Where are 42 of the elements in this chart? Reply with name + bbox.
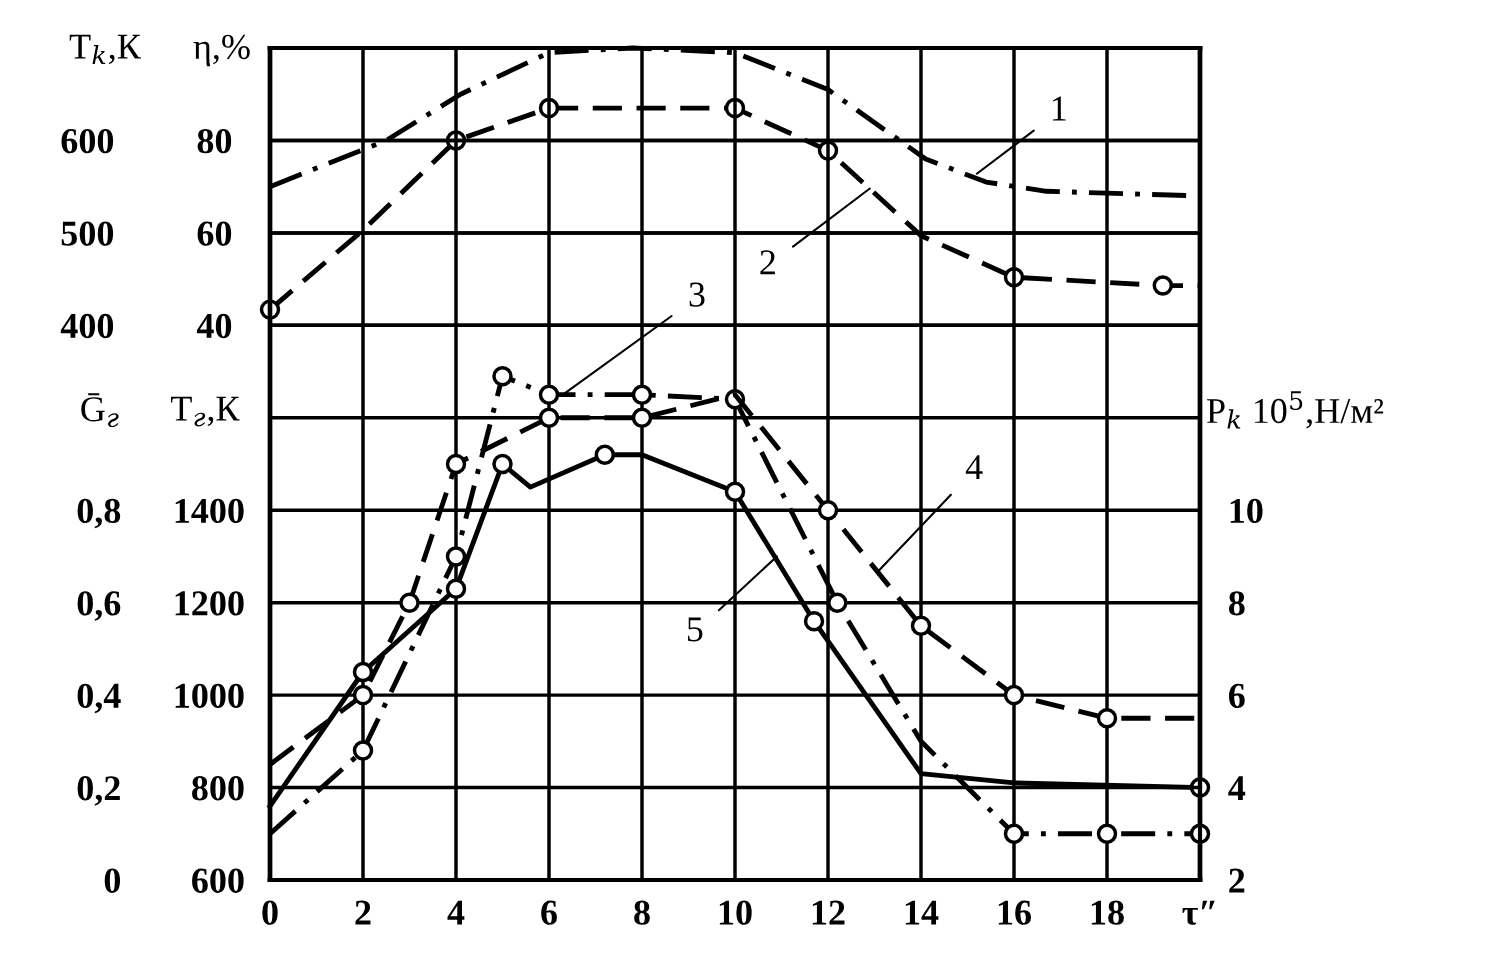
y3-tick-label: 6 [1229,683,1245,708]
x-tick-label: 4 [447,900,465,925]
y3-axis-title: P$_{k}$ 10$^{5}$,Н/м² [1207,391,1384,429]
y2-tick-label: 40 [196,313,232,339]
annotation: 1 [1052,96,1066,121]
y-tick-label: 600 [61,128,114,154]
y2-tick-label: 1000 [175,683,244,708]
y2-tick-label: 80 [197,128,232,154]
annotation: 3 [689,282,705,307]
x-tick-label: 16 [998,900,1031,925]
x-tick-label: 0 [262,900,278,925]
annotation: 5 [687,617,703,642]
x-tick-label: 10 [719,900,752,925]
y-tick-label: 0,4 [77,683,121,714]
y2-tick-label: 60 [197,221,232,246]
y-axis-title: T$_{k}$,К [69,34,141,65]
x-tick-label: 2 [355,900,371,925]
y2-tick-label: 600 [192,868,244,893]
y-tick-label: 0,2 [77,776,120,806]
y2-axis-title: η,% [193,34,250,67]
x-tick-label: 12 [812,900,845,925]
x-tick-label: 14 [905,900,939,925]
annotation: 4 [965,455,983,479]
y2-tick-label: 800 [192,776,244,801]
y-tick-label: 400 [60,313,114,339]
y2-axis-title: T$_{г}$,К [170,396,240,427]
y3-tick-label: 10 [1230,498,1263,524]
y-tick-label: 0 [104,868,121,893]
y-axis-title: Ḡ$_{г}$ [81,393,119,428]
y-tick-label: 0,8 [77,498,121,529]
y2-tick-label: 1200 [175,591,244,616]
x-tick-label: 6 [541,900,557,925]
y3-tick-label: 8 [1228,591,1245,616]
x-tick-label: τ″ [1182,900,1215,925]
y-tick-label: 0,6 [77,591,121,621]
annotation: 2 [760,250,775,275]
x-tick-label: 8 [634,900,650,925]
x-tick-label: 18 [1091,900,1124,925]
y3-tick-label: 4 [1228,776,1246,801]
y-tick-label: 500 [61,221,114,246]
y2-tick-label: 1400 [175,498,244,524]
y3-tick-label: 2 [1229,868,1245,893]
